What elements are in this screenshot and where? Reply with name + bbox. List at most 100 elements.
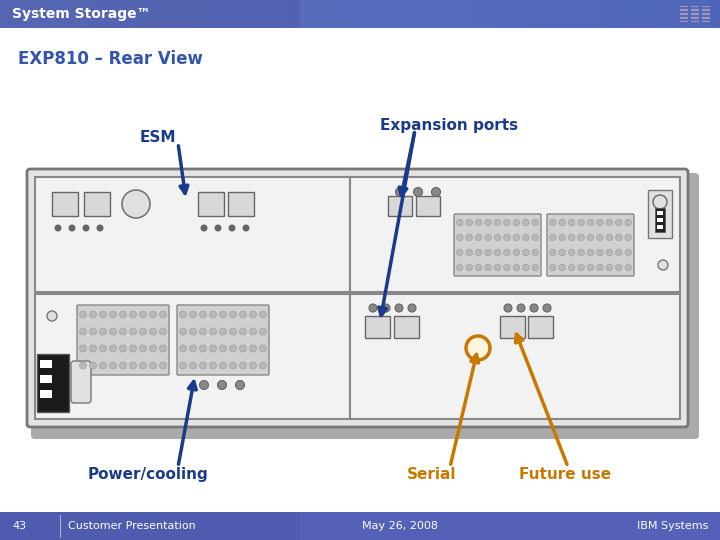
Bar [0,0,300,28]
Circle shape [230,328,236,335]
Circle shape [408,304,416,312]
Circle shape [485,234,491,241]
FancyBboxPatch shape [177,305,269,375]
Circle shape [179,328,186,335]
Circle shape [606,249,613,256]
Bar [394,316,419,338]
Circle shape [568,234,575,241]
FancyBboxPatch shape [27,169,688,427]
Circle shape [466,336,490,360]
Circle shape [79,311,86,318]
Circle shape [179,345,186,352]
Circle shape [466,264,472,271]
Circle shape [597,219,603,226]
Text: Future use: Future use [519,467,611,482]
Circle shape [217,381,227,389]
Circle shape [240,362,246,369]
Circle shape [160,345,166,352]
Circle shape [616,219,622,226]
Text: 43: 43 [12,521,26,531]
Bar [52,192,78,216]
Circle shape [150,345,156,352]
Circle shape [83,225,89,232]
Bar [40,375,52,383]
Circle shape [99,311,107,318]
Bar [35,177,350,292]
Circle shape [503,249,510,256]
Circle shape [199,328,207,335]
Text: Power/cooling: Power/cooling [88,467,208,482]
Circle shape [79,328,86,335]
Circle shape [79,362,86,369]
Circle shape [485,219,491,226]
Bar [365,316,390,338]
Bar [702,19,710,21]
Circle shape [120,362,127,369]
Circle shape [577,234,585,241]
Circle shape [235,381,245,389]
Bar [228,192,254,216]
Circle shape [120,328,127,335]
Circle shape [475,249,482,256]
Circle shape [606,219,613,226]
Bar [37,354,69,412]
Circle shape [494,219,501,226]
Circle shape [122,190,150,218]
Circle shape [220,311,227,318]
Circle shape [220,345,227,352]
Circle shape [109,345,117,352]
Circle shape [200,225,207,232]
Circle shape [588,219,594,226]
Circle shape [653,195,667,209]
Circle shape [597,264,603,271]
Circle shape [466,234,472,241]
Circle shape [109,328,117,335]
Bar [680,19,688,21]
Circle shape [230,362,236,369]
Circle shape [395,187,405,197]
Text: Serial: Serial [408,467,456,482]
Circle shape [597,234,603,241]
Circle shape [475,219,482,226]
Circle shape [240,345,246,352]
Circle shape [220,328,227,335]
Circle shape [494,249,501,256]
Circle shape [259,345,266,352]
Circle shape [494,264,501,271]
Text: IBM Systems: IBM Systems [636,521,708,531]
Circle shape [240,328,246,335]
Circle shape [523,264,529,271]
Bar [655,208,665,232]
Bar [350,177,680,292]
Circle shape [250,362,256,369]
Bar [702,7,710,9]
Circle shape [559,264,565,271]
Bar [657,218,663,222]
Circle shape [494,234,501,241]
Bar [691,11,699,13]
Bar [500,316,525,338]
Circle shape [150,311,156,318]
Circle shape [215,225,222,232]
Circle shape [549,219,556,226]
Bar [0,0,720,28]
Circle shape [559,234,565,241]
Bar [416,196,440,216]
Bar [680,6,688,22]
Circle shape [568,264,575,271]
Circle shape [150,362,156,369]
Bar [680,7,688,9]
Circle shape [466,219,472,226]
Circle shape [543,304,551,312]
Circle shape [120,345,127,352]
Circle shape [485,249,491,256]
Circle shape [532,264,539,271]
Circle shape [395,304,403,312]
Circle shape [130,311,137,318]
Circle shape [588,249,594,256]
Circle shape [588,264,594,271]
Bar [657,225,663,229]
Circle shape [616,249,622,256]
Circle shape [89,362,96,369]
Bar [702,15,710,17]
